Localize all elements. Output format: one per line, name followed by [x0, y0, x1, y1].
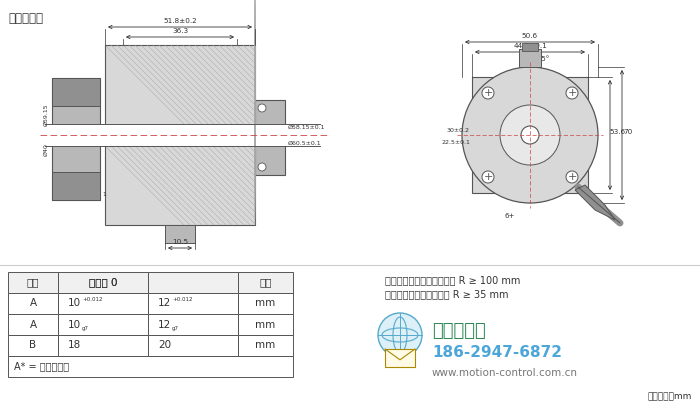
Bar — [165, 225, 195, 243]
Text: 10.5: 10.5 — [172, 239, 188, 245]
Circle shape — [566, 171, 578, 183]
Bar — [255, 100, 285, 175]
Text: 尺寸: 尺寸 — [27, 278, 39, 288]
Text: mm: mm — [256, 320, 276, 330]
Text: 10: 10 — [68, 299, 81, 309]
Text: g7: g7 — [82, 326, 89, 331]
Bar — [8, 314, 58, 335]
Text: 通孔空心轴: 通孔空心轴 — [8, 12, 43, 25]
Circle shape — [500, 105, 560, 165]
Bar — [8, 272, 58, 293]
Text: Ø40: Ø40 — [44, 144, 49, 156]
Bar — [238, 314, 293, 335]
Bar — [58, 293, 148, 314]
Text: g7: g7 — [172, 326, 179, 331]
Text: A: A — [29, 320, 36, 330]
Circle shape — [462, 67, 598, 203]
Bar — [58, 335, 148, 356]
Bar — [238, 272, 293, 293]
Text: 186-2947-6872: 186-2947-6872 — [432, 345, 562, 360]
Circle shape — [521, 126, 539, 144]
Text: +0.012: +0.012 — [82, 297, 102, 302]
Circle shape — [482, 87, 494, 99]
Text: +: + — [567, 172, 577, 182]
Circle shape — [378, 313, 422, 357]
Bar — [519, 49, 541, 67]
Text: 18: 18 — [68, 341, 81, 351]
Polygon shape — [575, 185, 615, 220]
Text: mm: mm — [256, 299, 276, 309]
Text: 固定安装时电缆弯曲半径 R ≥ 35 mm: 固定安装时电缆弯曲半径 R ≥ 35 mm — [385, 289, 508, 299]
Text: 10: 10 — [68, 320, 81, 330]
Text: 弹性安装时的电缆弯曲半径 R ≥ 100 mm: 弹性安装时的电缆弯曲半径 R ≥ 100 mm — [385, 275, 520, 285]
Text: 51.8±0.2: 51.8±0.2 — [163, 18, 197, 24]
Bar — [58, 314, 148, 335]
Circle shape — [566, 87, 578, 99]
Text: www.motion-control.com.cn: www.motion-control.com.cn — [432, 368, 578, 378]
Text: +: + — [567, 88, 577, 98]
Bar — [238, 335, 293, 356]
Bar — [52, 78, 100, 200]
Text: 36.3: 36.3 — [172, 28, 188, 34]
Text: 25°: 25° — [538, 56, 550, 62]
Text: 70: 70 — [624, 129, 633, 135]
Bar — [105, 45, 255, 225]
Bar — [52, 172, 100, 200]
Text: 单位: 单位 — [259, 278, 272, 288]
Bar — [238, 293, 293, 314]
Circle shape — [258, 104, 266, 112]
Text: +: + — [483, 88, 493, 98]
Bar — [148, 272, 238, 293]
Text: 6+: 6+ — [505, 213, 515, 219]
Text: 空心轴 0: 空心轴 0 — [89, 278, 118, 288]
Text: 1: 1 — [102, 192, 106, 197]
Bar — [40, 124, 370, 146]
Text: 12: 12 — [158, 320, 172, 330]
Text: Ø60.5±0.1: Ø60.5±0.1 — [288, 141, 321, 145]
Text: 空心轴 0: 空心轴 0 — [89, 278, 118, 288]
Bar — [148, 293, 238, 314]
Text: 西安德伍拓: 西安德伍拓 — [432, 322, 486, 340]
Bar — [472, 77, 588, 193]
Bar — [8, 293, 58, 314]
Bar — [148, 335, 238, 356]
Text: 50.6: 50.6 — [522, 33, 538, 39]
Text: +: + — [483, 172, 493, 182]
Text: +0.012: +0.012 — [172, 297, 192, 302]
Text: Ø58.15±0.1: Ø58.15±0.1 — [288, 124, 326, 129]
Bar — [8, 335, 58, 356]
Bar — [8, 356, 293, 377]
Text: 12: 12 — [158, 299, 172, 309]
Bar — [522, 43, 538, 51]
Text: 44.8±0.1: 44.8±0.1 — [513, 43, 547, 49]
Text: 20: 20 — [158, 341, 171, 351]
Text: B: B — [29, 341, 36, 351]
Text: 53.6: 53.6 — [610, 129, 626, 135]
Text: 尺寸单位：mm: 尺寸单位：mm — [648, 392, 692, 401]
Circle shape — [258, 163, 266, 171]
Bar — [385, 349, 415, 367]
Bar — [52, 78, 100, 106]
Text: mm: mm — [256, 341, 276, 351]
Text: A* = 连接轴直径: A* = 连接轴直径 — [14, 362, 69, 372]
Text: A: A — [29, 299, 36, 309]
Bar — [148, 314, 238, 335]
Text: 22.5±0.1: 22.5±0.1 — [441, 141, 470, 145]
Circle shape — [482, 171, 494, 183]
Text: Ø59.15: Ø59.15 — [44, 104, 49, 126]
Bar — [58, 272, 148, 293]
Text: 30±0.2: 30±0.2 — [447, 129, 470, 134]
